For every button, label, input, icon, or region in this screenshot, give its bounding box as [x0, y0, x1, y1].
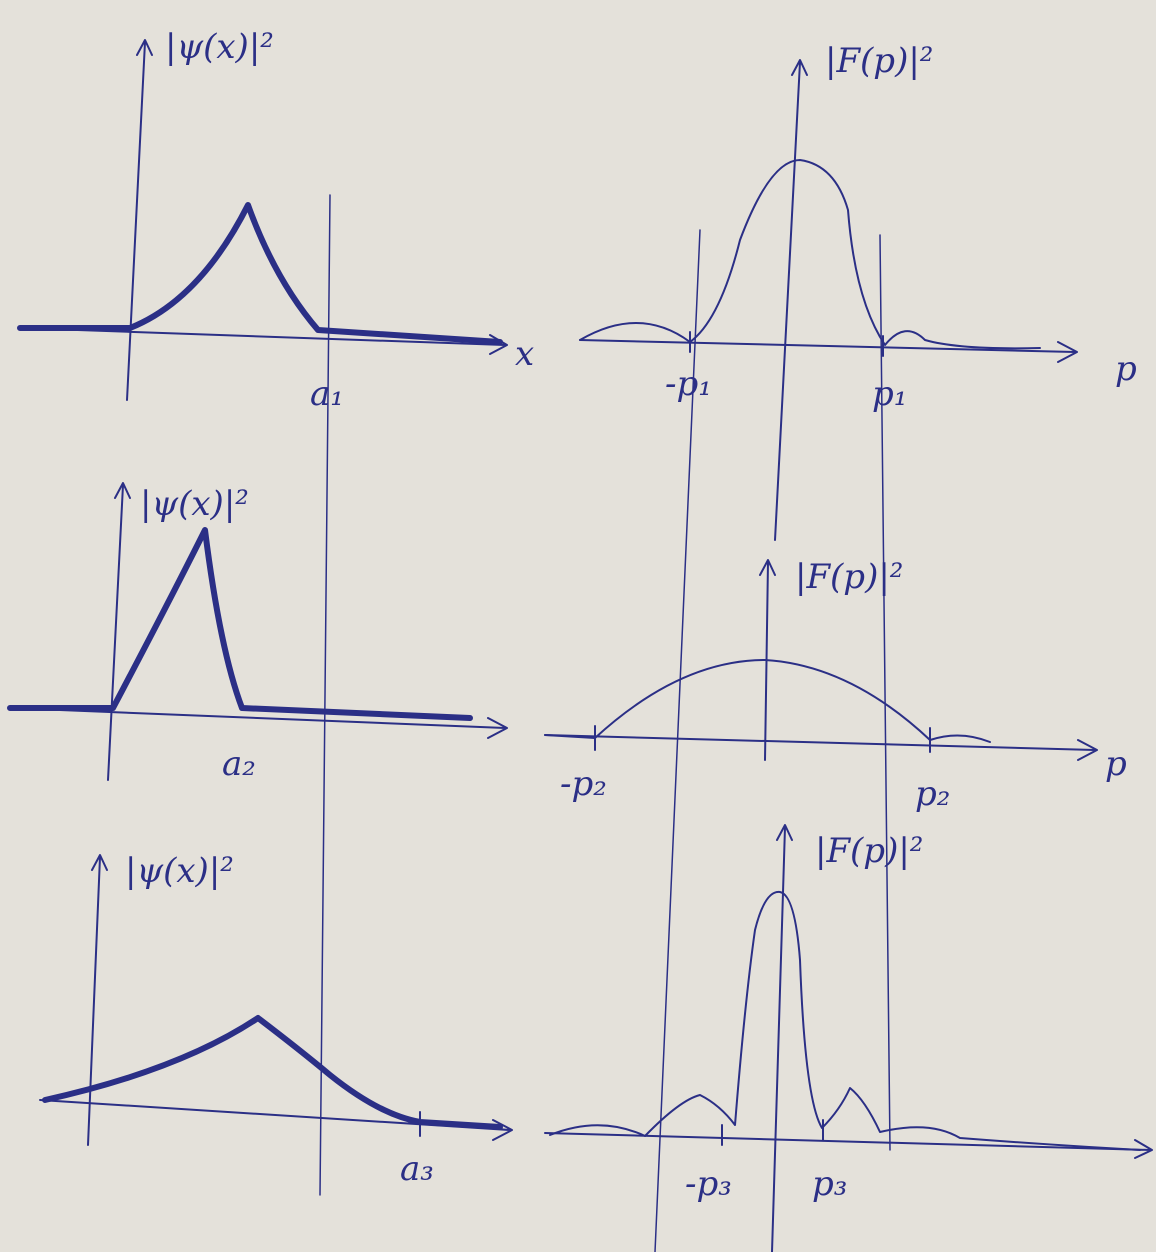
x-label: p	[1115, 349, 1137, 389]
tick-label: a₃	[400, 1149, 434, 1189]
y-label: |ψ(x)|²	[125, 851, 234, 891]
x-label: x	[515, 334, 534, 374]
tick-label: -p₂	[560, 764, 607, 804]
tick-label: -p₃	[685, 1164, 732, 1204]
y-label: |F(p)|²	[815, 831, 923, 871]
tick-label: a₁	[310, 374, 344, 414]
y-label: |ψ(x)|²	[140, 484, 249, 524]
tick-label: p₂	[915, 774, 950, 814]
y-label: |F(p)|²	[795, 557, 903, 597]
tick-label: p₃	[812, 1164, 847, 1204]
tick-label: -p₁	[665, 364, 712, 404]
y-label: |ψ(x)|²	[165, 27, 274, 67]
y-label: |F(p)|²	[825, 41, 933, 81]
sketch: |ψ(x)|² x a₁ |F(p)|² p -p₁ p₁ |ψ(x)|² a₂…	[0, 0, 1156, 1252]
tick-label: a₂	[222, 744, 256, 784]
tick-label: p₁	[872, 374, 907, 414]
x-label: p	[1105, 744, 1127, 784]
